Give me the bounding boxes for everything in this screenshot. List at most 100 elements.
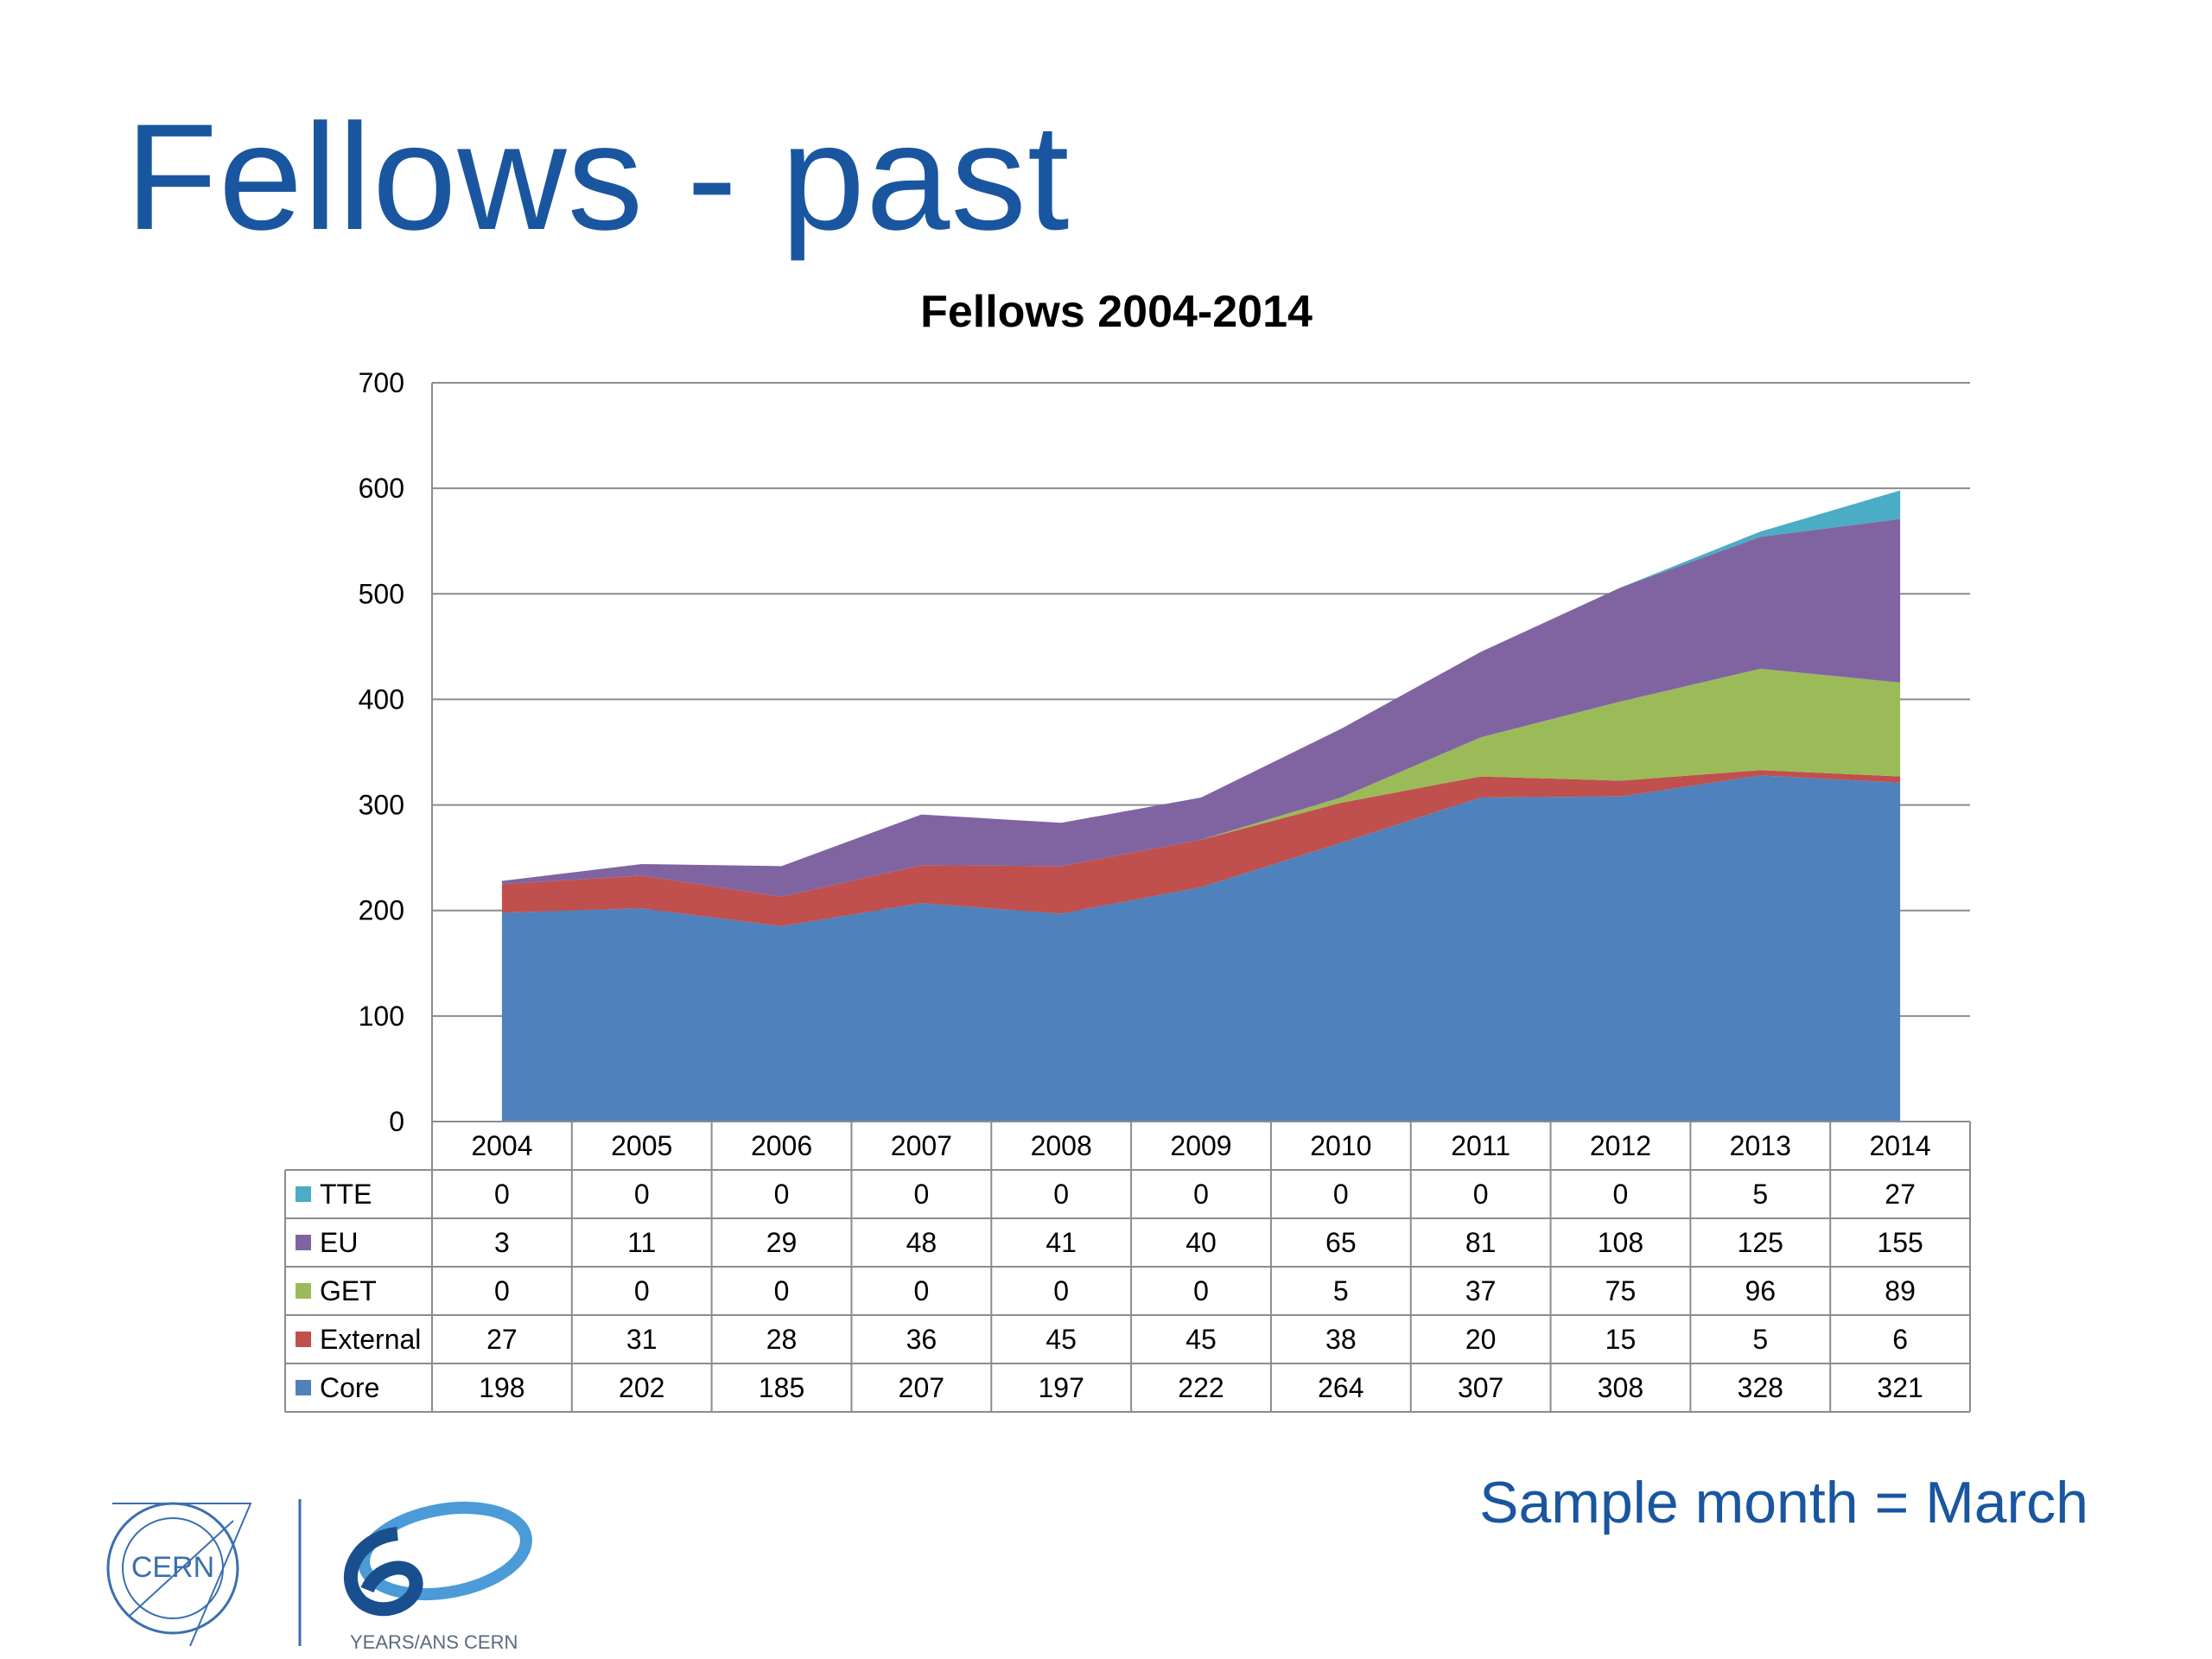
data-label: 0 bbox=[1333, 1179, 1349, 1210]
y-tick-label: 500 bbox=[359, 578, 404, 609]
legend-swatch-core bbox=[296, 1380, 311, 1395]
data-label: 41 bbox=[1046, 1227, 1077, 1258]
y-tick-label: 300 bbox=[359, 790, 404, 821]
data-label: 0 bbox=[1613, 1179, 1629, 1210]
y-tick-label: 600 bbox=[359, 473, 404, 504]
data-label: 125 bbox=[1738, 1227, 1783, 1258]
data-label: 45 bbox=[1185, 1324, 1217, 1355]
data-label: 5 bbox=[1752, 1324, 1768, 1355]
legend-label: External bbox=[320, 1324, 421, 1355]
data-label: 40 bbox=[1185, 1227, 1217, 1258]
data-label: 89 bbox=[1885, 1275, 1916, 1306]
legend-swatch-get bbox=[296, 1283, 311, 1299]
data-label: 155 bbox=[1877, 1227, 1923, 1258]
data-label: 75 bbox=[1605, 1275, 1637, 1306]
data-label: 0 bbox=[774, 1179, 790, 1210]
cern-logo-text: CERN bbox=[131, 1551, 214, 1584]
data-label: 0 bbox=[494, 1179, 510, 1210]
legend-label: EU bbox=[320, 1227, 358, 1258]
data-label: 0 bbox=[1053, 1179, 1069, 1210]
logos: CERN YEARS/ANS CERN bbox=[106, 1499, 532, 1653]
data-label: 197 bbox=[1038, 1372, 1084, 1403]
legend-label: Core bbox=[320, 1372, 379, 1403]
x-tick-label: 2014 bbox=[1869, 1130, 1930, 1161]
data-label: 185 bbox=[759, 1372, 804, 1403]
data-label: 207 bbox=[899, 1372, 944, 1403]
sixty-years-logo-text: YEARS/ANS CERN bbox=[350, 1631, 518, 1653]
x-tick-label: 2009 bbox=[1170, 1130, 1231, 1161]
data-label: 0 bbox=[634, 1275, 650, 1306]
y-tick-label: 200 bbox=[359, 895, 404, 926]
data-label: 328 bbox=[1738, 1372, 1783, 1403]
data-label: 0 bbox=[774, 1275, 790, 1306]
legend-swatch-eu bbox=[296, 1235, 311, 1250]
data-label: 0 bbox=[1053, 1275, 1069, 1306]
data-label: 0 bbox=[494, 1275, 510, 1306]
data-label: 28 bbox=[766, 1324, 798, 1355]
data-label: 31 bbox=[626, 1324, 658, 1355]
data-label: 222 bbox=[1178, 1372, 1224, 1403]
area-external bbox=[501, 770, 1901, 926]
area-get bbox=[501, 669, 1901, 897]
x-tick-label: 2012 bbox=[1590, 1130, 1651, 1161]
y-tick-label: 700 bbox=[359, 367, 404, 398]
x-tick-label: 2008 bbox=[1031, 1130, 1092, 1161]
data-label: 27 bbox=[1885, 1179, 1916, 1210]
y-tick-labels: 0 100 200 300 400 500 600 700 bbox=[359, 367, 404, 1137]
data-label: 20 bbox=[1465, 1324, 1497, 1355]
x-tick-label: 2005 bbox=[611, 1130, 672, 1161]
x-tick-label: 2011 bbox=[1451, 1130, 1510, 1161]
area-series bbox=[501, 490, 1901, 1122]
y-tick-label: 0 bbox=[389, 1106, 404, 1137]
x-tick-label: 2010 bbox=[1310, 1130, 1371, 1161]
data-label: 29 bbox=[766, 1227, 798, 1258]
data-label: 11 bbox=[627, 1227, 656, 1258]
data-label: 65 bbox=[1325, 1227, 1357, 1258]
data-label: 108 bbox=[1598, 1227, 1643, 1258]
data-label: 308 bbox=[1598, 1372, 1643, 1403]
sample-month-note: Sample month = March bbox=[1479, 1470, 2088, 1535]
y-tick-label: 100 bbox=[359, 1001, 404, 1032]
data-label: 198 bbox=[479, 1372, 524, 1403]
data-label: 0 bbox=[913, 1179, 929, 1210]
data-table: 2004 2005 2006 2007 2008 2009 2010 2011 2012 2013… bbox=[284, 1121, 1971, 1413]
legend-label: TTE bbox=[320, 1179, 372, 1210]
data-label: 307 bbox=[1458, 1372, 1503, 1403]
cern-logo: CERN bbox=[106, 1502, 252, 1647]
data-label: 27 bbox=[486, 1324, 518, 1355]
data-label: 96 bbox=[1745, 1275, 1776, 1306]
legend-swatch-tte bbox=[296, 1186, 311, 1202]
data-label: 38 bbox=[1325, 1324, 1357, 1355]
legend-swatch-external bbox=[296, 1332, 311, 1347]
data-label: 36 bbox=[906, 1324, 938, 1355]
x-tick-label: 2007 bbox=[891, 1130, 952, 1161]
data-label: 0 bbox=[913, 1275, 929, 1306]
y-tick-label: 400 bbox=[359, 683, 404, 715]
legend-label: GET bbox=[320, 1275, 377, 1306]
data-label: 37 bbox=[1465, 1275, 1497, 1306]
data-label: 81 bbox=[1465, 1227, 1497, 1258]
data-label: 6 bbox=[1892, 1324, 1908, 1355]
data-label: 15 bbox=[1605, 1324, 1637, 1355]
data-label: 321 bbox=[1877, 1372, 1923, 1403]
data-label: 0 bbox=[1193, 1179, 1209, 1210]
data-label: 3 bbox=[494, 1227, 510, 1258]
x-tick-label: 2006 bbox=[751, 1130, 812, 1161]
x-tick-label: 2004 bbox=[471, 1130, 532, 1161]
data-label: 5 bbox=[1752, 1179, 1768, 1210]
sixty-years-logo: YEARS/ANS CERN bbox=[343, 1501, 532, 1653]
data-label: 48 bbox=[906, 1227, 938, 1258]
area-core bbox=[501, 775, 1901, 1122]
data-label: 5 bbox=[1333, 1275, 1349, 1306]
area-eu bbox=[501, 518, 1901, 897]
data-label: 264 bbox=[1318, 1372, 1363, 1403]
data-label: 0 bbox=[634, 1179, 650, 1210]
slide-title: Fellows - past bbox=[125, 93, 1071, 262]
data-label: 0 bbox=[1193, 1275, 1209, 1306]
chart-title: Fellows 2004-2014 bbox=[920, 287, 1313, 337]
data-label: 45 bbox=[1046, 1324, 1077, 1355]
data-label: 0 bbox=[1473, 1179, 1489, 1210]
x-tick-label: 2013 bbox=[1730, 1130, 1791, 1161]
data-label: 202 bbox=[619, 1372, 664, 1403]
